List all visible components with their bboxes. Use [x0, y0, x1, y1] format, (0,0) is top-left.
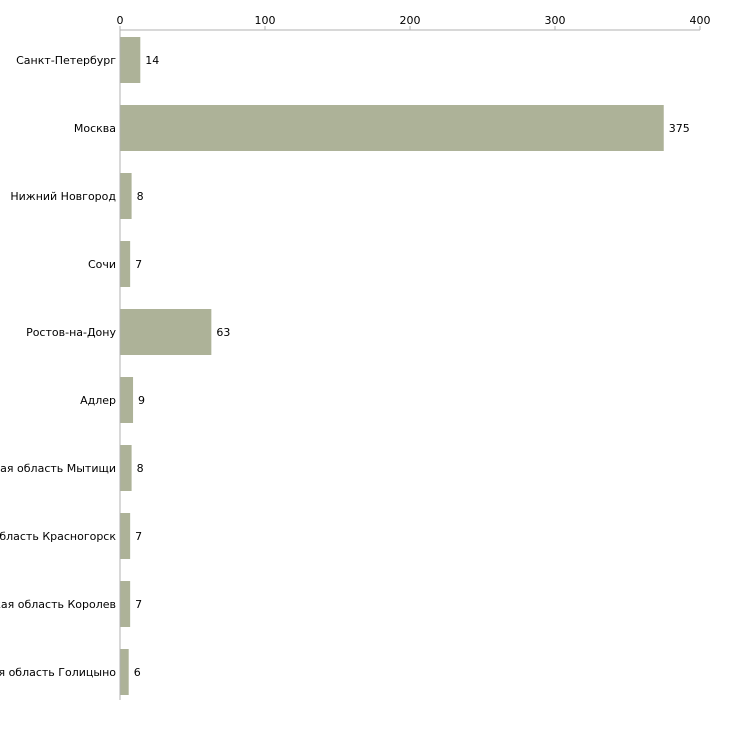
category-label: Московская область Мытищи [0, 462, 116, 475]
category-label: Адлер [80, 394, 116, 407]
bar [120, 309, 212, 355]
category-label: Ростов-на-Дону [26, 326, 116, 339]
bar [120, 241, 131, 287]
category-label: Московская область Голицыно [0, 666, 116, 679]
data-label: 14 [145, 54, 159, 67]
bar [120, 377, 134, 423]
x-tick-label: 200 [400, 14, 421, 27]
x-tick-label: 0 [117, 14, 124, 27]
bar [120, 173, 132, 219]
data-label: 8 [137, 462, 144, 475]
bar [120, 513, 131, 559]
data-label: 7 [135, 530, 142, 543]
category-label: Нижний Новгород [10, 190, 116, 203]
x-tick-label: 400 [690, 14, 711, 27]
bar [120, 581, 131, 627]
category-label: Москва [74, 122, 116, 135]
bars [120, 37, 664, 695]
data-label: 7 [135, 598, 142, 611]
data-label: 63 [216, 326, 230, 339]
category-label: Санкт-Петербург [16, 54, 116, 67]
x-axis-ticks: 0 100 200 300 400 [117, 14, 711, 30]
bar [120, 649, 129, 695]
bar [120, 105, 664, 151]
data-label: 6 [134, 666, 141, 679]
data-labels: 14 375 8 7 63 9 8 7 7 6 [134, 54, 690, 679]
category-label: Московская область Королев [0, 598, 116, 611]
data-label: 9 [138, 394, 145, 407]
x-tick-label: 100 [255, 14, 276, 27]
bar [120, 445, 132, 491]
category-label: Московская область Красногорск [0, 530, 116, 543]
data-label: 7 [135, 258, 142, 271]
data-label: 375 [669, 122, 690, 135]
x-tick-label: 300 [545, 14, 566, 27]
category-label: Сочи [88, 258, 116, 271]
data-label: 8 [137, 190, 144, 203]
bar [120, 37, 141, 83]
category-labels: Санкт-Петербург Москва Нижний Новгород Сочи… [0, 54, 116, 679]
